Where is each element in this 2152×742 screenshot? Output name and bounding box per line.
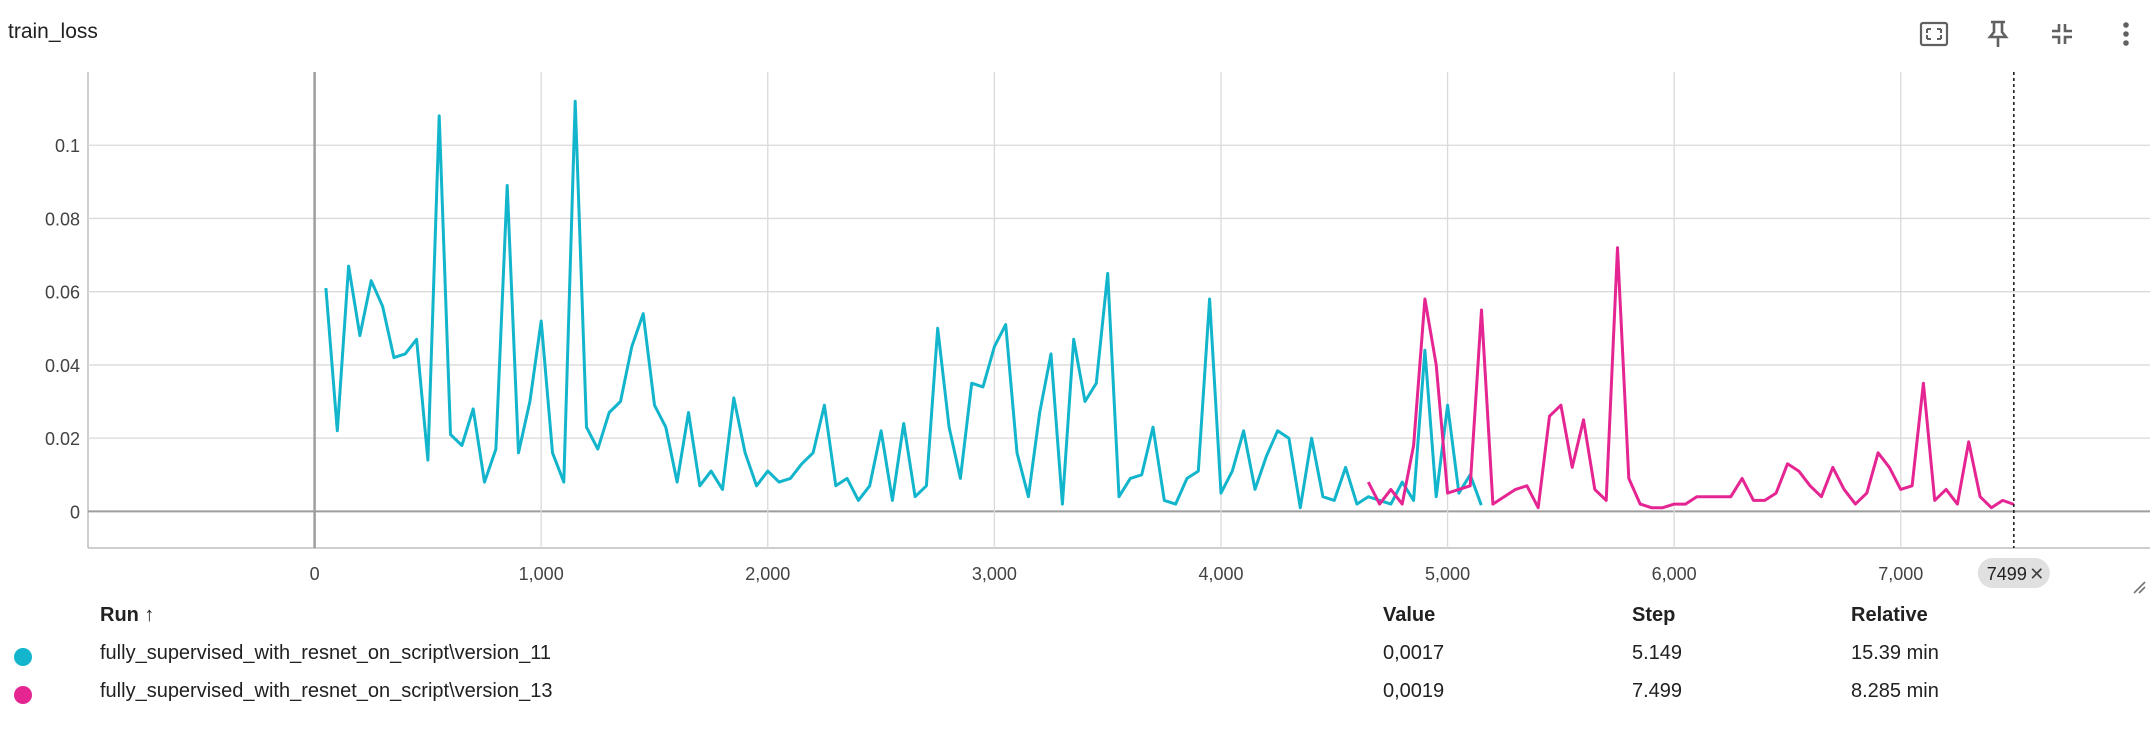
series-line [324,99,1483,510]
x-tick-label: 5,000 [1425,564,1470,584]
y-tick-label: 0 [70,502,80,522]
run-relative: 8.285 min [1851,680,1939,702]
table-row[interactable]: fully_supervised_with_resnet_on_script\v… [0,642,2152,680]
more-vert-icon[interactable] [2104,14,2148,54]
fit-to-screen-icon[interactable] [1912,14,1956,54]
x-tick-label: 4,000 [1198,564,1243,584]
column-header-value[interactable]: Value [1383,604,1436,626]
series-color-dot [14,648,32,666]
step-cursor-chip [1977,558,2050,588]
chart-title: train_loss [8,20,98,43]
x-tick-label: 6,000 [1652,564,1697,584]
y-tick-label: 0.04 [45,356,80,376]
x-tick-label: 1,000 [519,564,564,584]
collapse-icon[interactable] [2040,14,2084,54]
chart-plot[interactable]: 0 0.02 0.04 0.06 0.08 0.1 0 1,000 2,000 3,000 4,00… [0,60,2152,600]
step-cursor-label: 7499 [1987,564,2027,584]
card-toolbar [1912,14,2152,54]
run-value: 0,0019 [1383,680,1445,702]
x-tick-label: 0 [310,564,320,584]
run-relative: 15.39 min [1851,642,1939,664]
run-name: fully_supervised_with_resnet_on_script\v… [100,680,553,702]
x-tick-label: 3,000 [972,564,1017,584]
run-name: fully_supervised_with_resnet_on_script\v… [100,642,551,664]
column-header-step[interactable]: Step [1632,604,1676,626]
column-header-run[interactable]: Run ↑ [100,604,155,626]
run-value: 0,0017 [1383,642,1445,664]
x-tick-label: 7,000 [1878,564,1923,584]
y-tick-label: 0.02 [45,429,80,449]
pin-icon[interactable] [1976,14,2020,54]
run-step: 7.499 [1632,680,1683,702]
series-line [1366,246,2015,510]
run-step: 5.149 [1632,642,1683,664]
column-header-relative[interactable]: Relative [1851,604,1928,626]
y-tick-label: 0.1 [55,136,80,156]
table-row[interactable]: fully_supervised_with_resnet_on_script\v… [0,680,2152,718]
y-tick-label: 0.06 [45,283,80,303]
resize-handle-icon[interactable] [2132,580,2146,594]
series-color-dot [14,686,32,704]
y-tick-label: 0.08 [45,209,80,229]
x-tick-label: 2,000 [745,564,790,584]
step-cursor-close-icon[interactable]: ✕ [2029,564,2044,585]
